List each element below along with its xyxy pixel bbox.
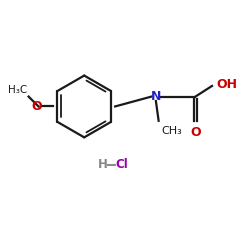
Text: Cl: Cl bbox=[116, 158, 128, 171]
Text: OH: OH bbox=[216, 78, 238, 91]
Text: N: N bbox=[151, 90, 161, 103]
Text: H: H bbox=[98, 158, 108, 171]
Text: H₃C: H₃C bbox=[8, 85, 27, 95]
Text: CH₃: CH₃ bbox=[162, 126, 182, 136]
Text: O: O bbox=[190, 126, 201, 139]
Text: O: O bbox=[31, 100, 42, 113]
